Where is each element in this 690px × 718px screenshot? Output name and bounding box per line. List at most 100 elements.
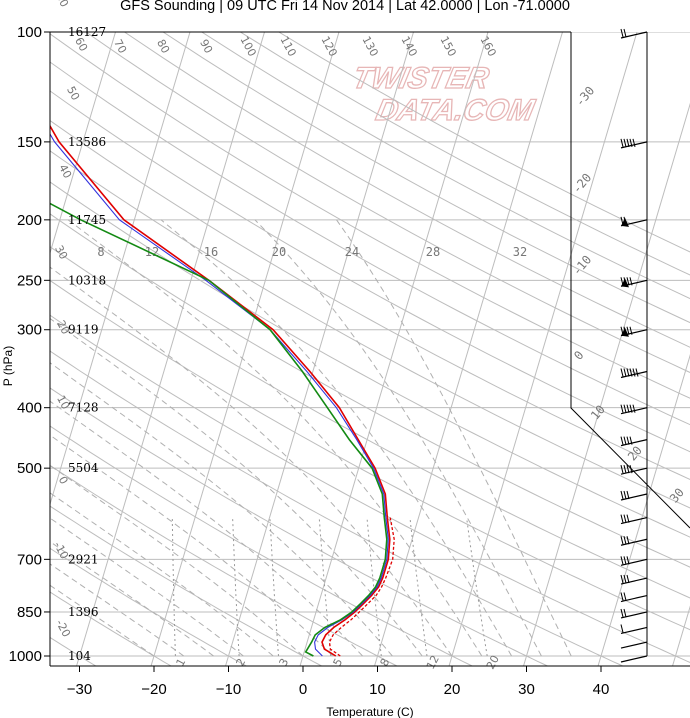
isotherm-top-label-80: 80: [154, 37, 172, 55]
p-label-700: 700: [17, 551, 42, 568]
dry-adiabat-150: [85, 32, 690, 374]
t-label-0: 0: [299, 681, 307, 698]
moist-adiabat-20: [50, 266, 453, 657]
axes: 1001502002503004005007008501000161271358…: [1, 24, 609, 718]
height-label-150: 13586: [68, 135, 106, 149]
mixing-label-12: 12: [145, 245, 159, 259]
dry-adiabat--20: [50, 591, 173, 666]
mixing-label-28: 28: [426, 245, 440, 259]
dry-adiabat-140: [50, 33, 690, 399]
t-label-40: 40: [593, 681, 610, 698]
wind-barb-350: [620, 368, 648, 379]
isotherm-10: [374, 32, 563, 666]
isotherm-left-label--30: -30: [51, 0, 71, 9]
moist-adiabat-16: [50, 317, 423, 657]
mixing-ratio-1: [171, 517, 176, 657]
p-label-300: 300: [17, 322, 42, 339]
moist-adiabat-32: [254, 219, 542, 657]
dry-adiabat-170: [162, 32, 690, 324]
wind-barb-650: [620, 536, 648, 546]
dry-adiabat-100: [50, 150, 690, 509]
wind-barb-550: [620, 490, 648, 501]
mixing-bottom-label-1: 1: [174, 656, 189, 668]
isotherm-20: [448, 32, 638, 666]
isotherm-top-label-110: 110: [277, 34, 298, 59]
dry-adiabat-160: [124, 32, 690, 348]
isotherm-top-label-160: 160: [477, 34, 498, 59]
wind-barb-750: [620, 574, 648, 585]
dry-adiabat-30: [50, 387, 549, 666]
isotherm-left-label-10: 10: [54, 393, 72, 411]
p-label-100: 100: [17, 24, 42, 41]
mixing-ratio-8: [366, 517, 382, 657]
frame-right: [570, 32, 690, 529]
isotherm-left-label-20: 20: [54, 318, 72, 336]
temperature-line: [50, 124, 391, 657]
mixing-ratio-20: [466, 517, 488, 657]
isotherm-right-label-20: 20: [625, 443, 645, 463]
watermark-line-2: DATA.COM: [373, 94, 538, 127]
p-label-1000: 1000: [9, 648, 42, 665]
plot-frame: [49, 31, 690, 667]
isotherm-top-label-140: 140: [398, 34, 419, 59]
height-label-500: 5504: [68, 461, 99, 475]
mixing-bottom-label-5: 5: [331, 656, 346, 668]
isotherm-top-label-100: 100: [237, 34, 258, 59]
isotherm-right-label--10: -10: [570, 253, 595, 279]
mixing-ratio-12: [409, 517, 428, 657]
dry-adiabat-80: [50, 213, 690, 568]
mixing-bottom-label-2: 2: [234, 656, 249, 668]
mixing-label-20: 20: [272, 245, 286, 259]
mixing-bottom-label-20: 20: [484, 653, 502, 671]
moist-adiabat-8: [50, 400, 363, 657]
mixing-ratio-5: [318, 517, 332, 657]
wind-barb-950: [620, 641, 648, 649]
wind-barbs: [620, 28, 648, 663]
moist-adiabat-36: [336, 219, 572, 657]
virtual-temperature-line: [50, 132, 389, 657]
dry-adiabat-200: [278, 32, 690, 253]
dry-adiabat-10: [50, 464, 399, 666]
wind-barb-200: [620, 216, 648, 227]
p-label-850: 850: [17, 604, 42, 621]
x-axis-label: Temperature (C): [326, 705, 413, 718]
mixing-label-32: 32: [513, 245, 527, 259]
moist-adiabat-24: [67, 219, 483, 657]
chart-title: GFS Sounding | 09 UTC Fri 14 Nov 2014 | …: [120, 0, 570, 14]
isotherm-right-label-30: 30: [667, 485, 687, 505]
dry-adiabat-90: [50, 181, 690, 538]
height-label-850: 1396: [68, 605, 99, 619]
mixing-bottom-label-12: 12: [424, 653, 442, 671]
isotherm-0: [299, 32, 489, 666]
dry-adiabat-70: [50, 246, 690, 599]
mixing-label-8: 8: [97, 245, 104, 259]
t-label--30: −30: [67, 681, 92, 698]
isotherm-top-label-70: 70: [111, 37, 129, 55]
mixing-label-16: 16: [204, 245, 218, 259]
isotherm-30: [523, 102, 690, 666]
height-label-1000: 104: [68, 649, 91, 663]
dry-adiabat-190: [240, 32, 690, 276]
isotherm-left-label--20: -20: [53, 617, 73, 639]
dry-adiabat-120: [50, 90, 690, 453]
isotherm-right-label--30: -30: [573, 84, 598, 110]
mixing-bottom-label-8: 8: [378, 656, 393, 668]
mixing-ratio-3: [269, 517, 279, 657]
isotherm--20: [150, 32, 340, 666]
height-label-400: 7128: [68, 401, 99, 415]
wind-barb-250: [620, 277, 648, 288]
wind-barb-700: [620, 556, 648, 566]
isotherm-left-label-60: 60: [72, 35, 90, 53]
dry-adiabat-50: [50, 314, 690, 664]
moist-adiabat-28: [160, 219, 513, 657]
height-label-700: 2921: [68, 552, 99, 566]
dry-adiabat-130: [50, 61, 690, 426]
dry-adiabat-60: [50, 279, 690, 631]
isotherm-50: [672, 605, 690, 666]
wind-barb-500: [620, 465, 648, 475]
wind-barb-100: [620, 28, 648, 39]
wind-barb-850: [620, 608, 648, 619]
watermark-line-1: TWISTER: [350, 62, 492, 95]
dewpoint-line: [50, 202, 388, 657]
mixing-ratio-2: [232, 517, 240, 657]
